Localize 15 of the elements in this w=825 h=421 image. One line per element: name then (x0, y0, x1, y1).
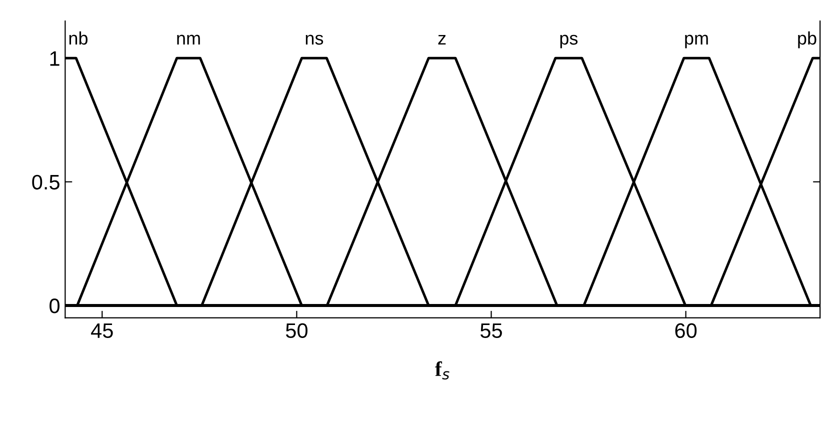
y-tick-label: 0.5 (32, 174, 60, 190)
series-label: nm (177, 34, 200, 45)
y-tick-label: 1 (50, 51, 60, 66)
x-tick-label: 60 (675, 323, 697, 338)
series-label: ns (306, 34, 324, 45)
x-tick-label: 55 (480, 323, 502, 338)
y-tick-label: 0 (50, 298, 60, 314)
x-tick-label: 50 (286, 323, 308, 338)
x-axis-title: f$_{s}$ (435, 361, 450, 380)
x-tick-label: 45 (91, 323, 113, 338)
series-label: pm (685, 34, 708, 48)
series-label: ps (560, 34, 578, 48)
series-label: pb (798, 31, 816, 48)
series-label: z (438, 34, 446, 45)
series-label: nb (69, 31, 88, 45)
